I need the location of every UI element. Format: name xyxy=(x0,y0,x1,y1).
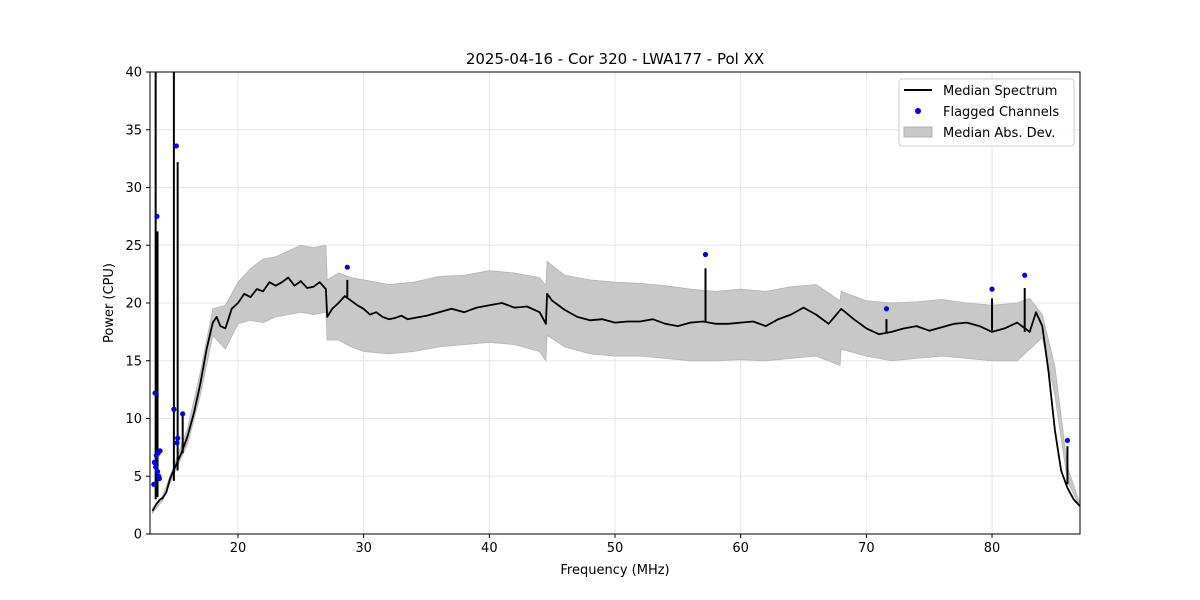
ticks: 20 30 40 50 60 70 80 0 5 10 15 20 25 30 35 40 xyxy=(125,66,1000,557)
flagged-channel-point xyxy=(175,435,181,441)
x-tick-label: 50 xyxy=(607,541,624,556)
legend-band-swatch xyxy=(903,126,933,138)
y-tick-label: 30 xyxy=(125,181,142,196)
flagged-channel-point xyxy=(153,464,159,470)
flagged-channel-point xyxy=(702,251,709,258)
x-tick-label: 60 xyxy=(732,541,749,556)
flagged-channel-point xyxy=(180,411,186,417)
x-tick-label: 70 xyxy=(858,541,875,556)
flagged-channel-point xyxy=(151,459,157,465)
flagged-channel-point xyxy=(344,264,350,270)
flagged-channel-point xyxy=(154,213,160,219)
legend-box xyxy=(898,78,1075,147)
x-axis-label: Frequency (MHz) xyxy=(560,563,669,578)
flagged-channel-point xyxy=(174,440,180,446)
y-tick-label: 10 xyxy=(125,412,142,427)
flagged-channel-point xyxy=(157,448,163,454)
y-axis-label: Power (CPU) xyxy=(102,263,117,343)
y-tick-label: 40 xyxy=(125,66,142,81)
y-tick-label: 15 xyxy=(125,354,142,369)
y-tick-label: 20 xyxy=(125,297,142,312)
y-tick-label: 35 xyxy=(125,123,142,138)
x-tick-label: 20 xyxy=(230,541,247,556)
flagged-channel-point xyxy=(1022,272,1028,278)
legend-label-mad: Median Abs. Dev. xyxy=(943,126,1055,141)
legend-label-median: Median Spectrum xyxy=(943,84,1057,99)
flagged-channel-point xyxy=(883,306,890,312)
y-tick-label: 25 xyxy=(125,239,142,254)
flagged-channel-point xyxy=(154,469,161,475)
flagged-channel-point xyxy=(173,143,179,149)
flagged-channel-point xyxy=(171,406,177,412)
x-tick-label: 80 xyxy=(984,541,1001,556)
flagged-channel-point xyxy=(152,390,158,396)
x-tick-label: 30 xyxy=(355,541,372,556)
legend: Median Spectrum Flagged Channels Median … xyxy=(898,78,1075,147)
legend-label-flagged: Flagged Channels xyxy=(943,105,1059,120)
median-spectrum-line xyxy=(151,276,1081,512)
y-tick-label: 5 xyxy=(134,470,142,485)
y-tick-label: 0 xyxy=(134,528,142,543)
flagged-channel-point xyxy=(989,286,995,292)
flagged-channel-point xyxy=(151,481,157,487)
x-tick-label: 40 xyxy=(481,541,498,556)
flagged-channel-point xyxy=(156,475,163,482)
flagged-channel-point xyxy=(1064,437,1071,444)
legend-dot-swatch xyxy=(915,108,921,114)
chart-title: 2025-04-16 - Cor 320 - LWA177 - Pol XX xyxy=(466,50,764,68)
